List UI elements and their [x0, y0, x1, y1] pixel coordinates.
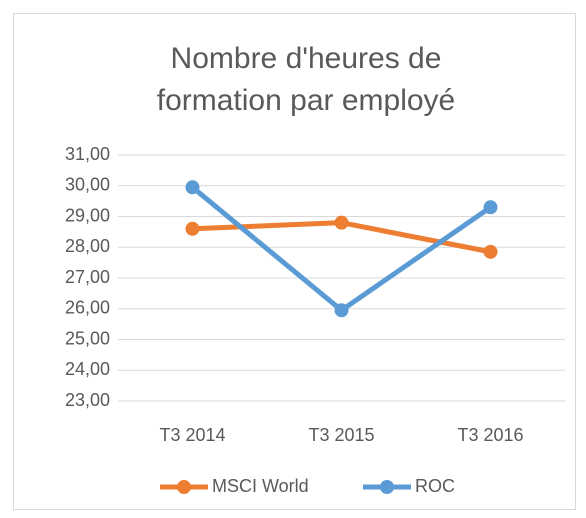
- data-point: [185, 221, 200, 236]
- legend-label: ROC: [415, 476, 455, 496]
- y-tick-label: 24,00: [65, 359, 110, 379]
- y-tick-label: 23,00: [65, 390, 110, 410]
- chart-border: [13, 13, 576, 510]
- x-tick-label: T3 2014: [159, 425, 225, 445]
- data-point: [334, 215, 349, 230]
- data-point: [483, 244, 498, 259]
- chart-title: Nombre d'heures de: [171, 42, 442, 75]
- legend-label: MSCI World: [212, 476, 309, 496]
- x-tick-label: T3 2016: [457, 425, 523, 445]
- y-tick-label: 27,00: [65, 267, 110, 287]
- y-tick-label: 29,00: [65, 205, 110, 225]
- y-tick-label: 30,00: [65, 175, 110, 195]
- data-point: [185, 180, 200, 195]
- legend-marker: [380, 480, 394, 494]
- y-tick-label: 31,00: [65, 144, 110, 164]
- legend-marker: [177, 480, 191, 494]
- chart-title: formation par employé: [157, 84, 455, 117]
- x-tick-label: T3 2015: [308, 425, 374, 445]
- y-tick-label: 26,00: [65, 298, 110, 318]
- data-point: [334, 303, 349, 318]
- y-tick-label: 25,00: [65, 328, 110, 348]
- y-tick-label: 28,00: [65, 236, 110, 256]
- data-point: [483, 200, 498, 215]
